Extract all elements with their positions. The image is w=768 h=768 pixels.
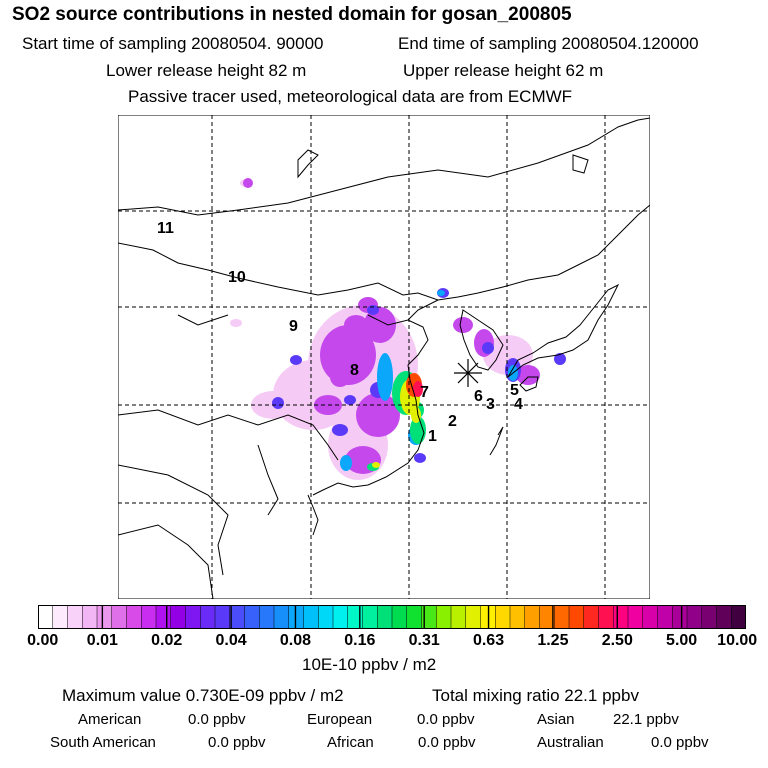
colorbar-tick-label: 0.63 <box>472 632 505 649</box>
colorbar-cell <box>568 605 585 629</box>
info-label: Passive tracer used, meteorological data… <box>128 87 573 106</box>
region-label: 9 <box>289 318 298 335</box>
region-label: 8 <box>350 362 359 379</box>
colorbar-cell <box>214 605 231 629</box>
colorbar-cell <box>347 605 364 629</box>
colorbar-cell <box>583 605 600 629</box>
colorbar-cell <box>716 605 733 629</box>
colorbar-tick-label: 0.00 <box>27 632 59 649</box>
colorbar-cell <box>38 605 54 629</box>
colorbar-cell <box>259 605 275 629</box>
colorbar-tick-label: 2.50 <box>601 632 633 649</box>
colorbar-cell <box>509 605 526 629</box>
colorbar-cell <box>642 605 659 629</box>
colorbar-tick-label: 0.31 <box>408 632 440 649</box>
colorbar-cell <box>96 605 113 629</box>
end-time-label: End time of sampling 20080504.120000 <box>398 34 699 53</box>
colorbar-cell <box>524 605 541 629</box>
colorbar-cell <box>82 605 98 629</box>
max-value-label: Maximum value 0.730E-09 ppbv / m2 <box>62 686 344 705</box>
start-time-label: Start time of sampling 20080504. 90000 <box>22 34 324 53</box>
colorbar-tick-label: 5.00 <box>666 632 698 649</box>
receptor-star-icon <box>454 359 482 387</box>
colorbar-tick-label: 10.00 <box>717 632 758 649</box>
lat-lon-grid <box>118 115 650 599</box>
colorbar-cell <box>391 605 408 629</box>
european-label: European <box>307 711 373 728</box>
colorbar-cell <box>657 605 674 629</box>
colorbar-cell <box>52 605 69 629</box>
upper-release-label: Upper release height 62 m <box>403 61 604 80</box>
colorbar-cell <box>229 605 246 629</box>
region-label: 5 <box>510 382 519 399</box>
region-labels: 1 2 3 4 5 6 7 8 9 10 11 <box>157 220 523 445</box>
south-american-label: South American <box>50 734 156 751</box>
south-american-value: 0.0 ppbv <box>208 734 266 751</box>
asian-label: Asian <box>537 711 575 728</box>
colorbar-tick-label: 0.02 <box>151 632 183 649</box>
colorbar-cell <box>200 605 216 629</box>
australian-value: 0.0 ppbv <box>651 734 709 751</box>
colorbar-cell <box>672 605 688 629</box>
region-label: 6 <box>474 388 483 405</box>
region-label: 7 <box>420 384 429 401</box>
colorbar-cell <box>598 605 615 629</box>
red-blobs <box>413 381 423 397</box>
african-label: African <box>327 734 374 751</box>
coastlines <box>118 117 650 599</box>
asian-value: 22.1 ppbv <box>613 711 679 728</box>
colorbar-cell <box>303 605 320 629</box>
colorbar-cell <box>155 605 172 629</box>
colorbar-tick-label: 0.16 <box>344 632 376 649</box>
colorbar <box>38 605 746 629</box>
colorbar-cell <box>554 605 570 629</box>
colorbar-tick-label: 0.04 <box>215 632 247 649</box>
colorbar-cell <box>731 605 746 629</box>
region-label: 11 <box>157 220 174 237</box>
colorbar-cell <box>377 605 393 629</box>
european-value: 0.0 ppbv <box>417 711 475 728</box>
region-label: 2 <box>448 413 457 430</box>
page-title: SO2 source contributions in nested domai… <box>12 4 572 25</box>
colorbar-cell <box>126 605 143 629</box>
colorbar-cell <box>332 605 349 629</box>
colorbar-cell <box>613 605 629 629</box>
total-mixing-label: Total mixing ratio 22.1 ppbv <box>432 686 639 705</box>
colorbar-cell <box>686 605 703 629</box>
region-label: 3 <box>486 396 495 413</box>
colorbar-cell <box>627 605 644 629</box>
american-label: American <box>78 711 142 728</box>
colorbar-cell <box>450 605 467 629</box>
colorbar-unit: 10E-10 ppbv / m2 <box>302 655 437 674</box>
colorbar-cell <box>244 605 261 629</box>
colorbar-tick-label: 0.01 <box>86 632 118 649</box>
colorbar-cell <box>141 605 157 629</box>
australian-label: Australian <box>537 734 604 751</box>
lower-release-label: Lower release height 82 m <box>106 61 307 80</box>
region-label: 1 <box>428 428 437 445</box>
colorbar-cell <box>185 605 202 629</box>
colorbar-cell <box>273 605 290 629</box>
map-panel: 1 2 3 4 5 6 7 8 9 10 11 <box>118 115 650 599</box>
colorbar-cell <box>362 605 379 629</box>
colorbar-cell <box>495 605 511 629</box>
colorbar-cell <box>318 605 334 629</box>
colorbar-cell <box>288 605 305 629</box>
region-label: 10 <box>228 269 246 286</box>
colorbar-cell <box>436 605 452 629</box>
colorbar-cell <box>170 605 187 629</box>
american-value: 0.0 ppbv <box>188 711 246 728</box>
region-label: 4 <box>514 396 523 413</box>
african-value: 0.0 ppbv <box>418 734 476 751</box>
concentration-field <box>230 178 566 480</box>
colorbar-tick-label: 0.08 <box>279 632 312 649</box>
colorbar-cell <box>406 605 423 629</box>
colorbar-cell <box>111 605 128 629</box>
colorbar-tick-label: 1.25 <box>537 632 569 649</box>
colorbar-cell <box>465 605 482 629</box>
colorbar-cell <box>701 605 718 629</box>
colorbar-cell <box>67 605 84 629</box>
